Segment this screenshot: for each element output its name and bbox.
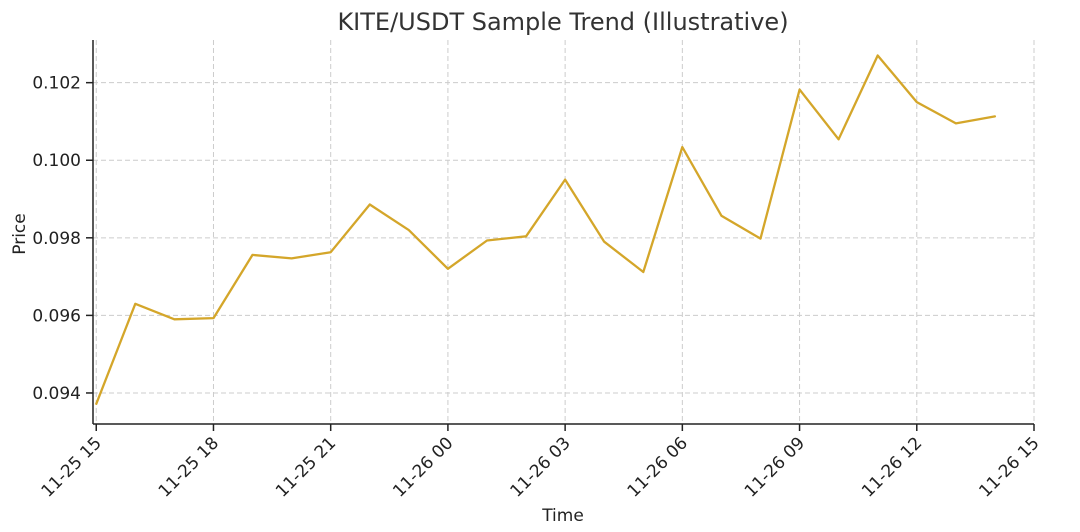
y-tick-label: 0.098 — [32, 229, 81, 249]
y-axis-ticks: 0.094 0.096 0.098 0.100 0.102 — [32, 74, 93, 404]
x-tick-label: 11-25 18 — [155, 433, 223, 501]
x-tick-label: 11-25 21 — [272, 433, 340, 501]
x-axis-label: Time — [541, 506, 584, 526]
x-tick-label: 11-25 15 — [38, 433, 106, 501]
y-tick-label: 0.102 — [32, 74, 81, 94]
y-axis-label: Price — [10, 213, 30, 254]
y-tick-label: 0.096 — [32, 306, 81, 326]
x-tick-label: 11-26 09 — [741, 433, 809, 501]
y-tick-label: 0.100 — [32, 151, 81, 171]
x-tick-label: 11-26 00 — [389, 433, 457, 501]
series-group — [95, 54, 997, 405]
x-tick-label: 11-26 12 — [858, 433, 926, 501]
x-tick-label: 11-26 03 — [506, 433, 574, 501]
y-tick-label: 0.094 — [32, 384, 81, 404]
axes — [92, 40, 1034, 425]
chart-title: KITE/USDT Sample Trend (Illustrative) — [337, 8, 788, 36]
x-tick-label: 11-26 15 — [975, 433, 1043, 501]
grid — [93, 40, 1035, 424]
x-tick-label: 11-26 06 — [624, 433, 692, 501]
x-axis-ticks: 11-25 15 11-25 18 11-25 21 11-26 00 11-26 03… — [38, 424, 1044, 502]
price-series-line — [95, 54, 997, 405]
